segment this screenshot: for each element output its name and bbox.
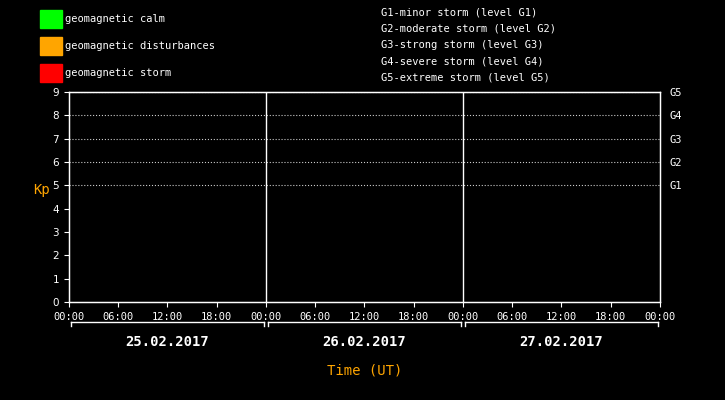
Text: G5-extreme storm (level G5): G5-extreme storm (level G5)	[381, 73, 550, 83]
Bar	[40, 64, 62, 82]
Text: 25.02.2017: 25.02.2017	[125, 335, 210, 349]
Text: geomagnetic disturbances: geomagnetic disturbances	[65, 41, 215, 51]
Bar	[40, 10, 62, 28]
Text: Time (UT): Time (UT)	[327, 363, 402, 377]
Text: geomagnetic storm: geomagnetic storm	[65, 68, 172, 78]
Text: geomagnetic calm: geomagnetic calm	[65, 14, 165, 24]
Text: 27.02.2017: 27.02.2017	[519, 335, 603, 349]
Text: G4-severe storm (level G4): G4-severe storm (level G4)	[381, 56, 543, 66]
Text: G1-minor storm (level G1): G1-minor storm (level G1)	[381, 7, 537, 17]
Bar	[40, 37, 62, 55]
Text: G2-moderate storm (level G2): G2-moderate storm (level G2)	[381, 24, 555, 34]
Text: 26.02.2017: 26.02.2017	[323, 335, 406, 349]
Y-axis label: Kp: Kp	[33, 183, 50, 197]
Text: G3-strong storm (level G3): G3-strong storm (level G3)	[381, 40, 543, 50]
